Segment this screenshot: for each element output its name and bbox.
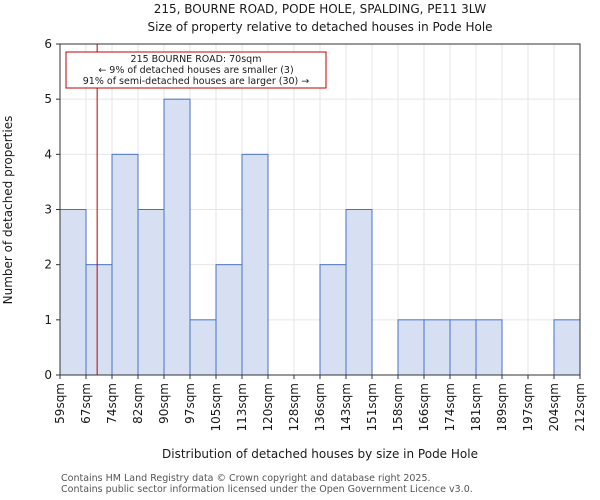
x-tick-label: 166sqm <box>417 383 431 431</box>
x-tick-label: 197sqm <box>521 383 535 431</box>
bar-174sqm <box>449 319 477 376</box>
y-tick-label: 4 <box>44 147 52 161</box>
footer-line-1: Contains HM Land Registry data © Crown c… <box>61 473 431 484</box>
x-tick-label: 67sqm <box>79 383 93 424</box>
bar-113sqm <box>241 153 269 376</box>
y-tick-label: 2 <box>44 258 52 272</box>
x-tick-label: 82sqm <box>131 383 145 424</box>
y-ticks: 0 1 2 3 4 5 6 <box>44 37 60 382</box>
bar-59sqm <box>59 209 87 376</box>
y-tick-label: 0 <box>44 368 52 382</box>
x-tick-label: 212sqm <box>573 383 587 431</box>
bar-82sqm <box>137 209 165 376</box>
x-tick-label: 105sqm <box>209 383 223 431</box>
bars <box>59 98 581 376</box>
x-axis-label: Distribution of detached houses by size … <box>162 447 478 461</box>
bar-105sqm <box>215 264 243 376</box>
bar-74sqm <box>111 153 139 376</box>
footer-line-2: Contains public sector information licen… <box>61 484 473 495</box>
y-tick-label: 3 <box>44 203 52 217</box>
bar-158sqm <box>397 319 425 376</box>
bar-97sqm <box>189 319 217 376</box>
bar-136sqm <box>319 264 347 376</box>
x-tick-label: 158sqm <box>391 383 405 431</box>
chart-title: 215, BOURNE ROAD, PODE HOLE, SPALDING, P… <box>154 2 487 16</box>
annotation-line-2: ← 9% of detached houses are smaller (3) <box>98 65 293 76</box>
x-tick-label: 181sqm <box>469 383 483 431</box>
x-tick-label: 136sqm <box>313 383 327 431</box>
x-tick-label: 143sqm <box>339 383 353 431</box>
x-ticks: 59sqm 67sqm 74sqm 82sqm 90sqm 97sqm 105sqm 113s… <box>53 375 587 431</box>
x-tick-label: 151sqm <box>365 383 379 431</box>
y-tick-label: 6 <box>44 37 52 51</box>
x-tick-label: 90sqm <box>157 383 171 424</box>
x-tick-label: 174sqm <box>443 383 457 431</box>
y-tick-label: 1 <box>44 313 52 327</box>
x-tick-label: 128sqm <box>287 383 301 431</box>
x-tick-label: 189sqm <box>495 383 509 431</box>
annotation-box: 215 BOURNE ROAD: 70sqm ← 9% of detached … <box>65 51 327 89</box>
annotation-line-3: 91% of semi-detached houses are larger (… <box>83 76 310 87</box>
x-tick-label: 120sqm <box>261 383 275 431</box>
x-tick-label: 59sqm <box>53 383 67 424</box>
bar-166sqm <box>423 319 451 376</box>
x-tick-label: 204sqm <box>547 383 561 431</box>
x-tick-label: 113sqm <box>235 383 249 431</box>
x-tick-label: 74sqm <box>105 383 119 424</box>
y-tick-label: 5 <box>44 92 52 106</box>
bar-67sqm <box>85 264 113 376</box>
annotation-line-1: 215 BOURNE ROAD: 70sqm <box>131 54 262 65</box>
bar-204sqm <box>553 319 581 376</box>
bar-143sqm <box>345 209 373 376</box>
x-tick-label: 97sqm <box>183 383 197 424</box>
y-axis-label: Number of detached properties <box>1 116 15 305</box>
annotation-frame <box>65 51 327 89</box>
bar-90sqm <box>163 98 191 376</box>
chart-subtitle: Size of property relative to detached ho… <box>147 20 492 34</box>
bar-181sqm <box>475 319 503 376</box>
